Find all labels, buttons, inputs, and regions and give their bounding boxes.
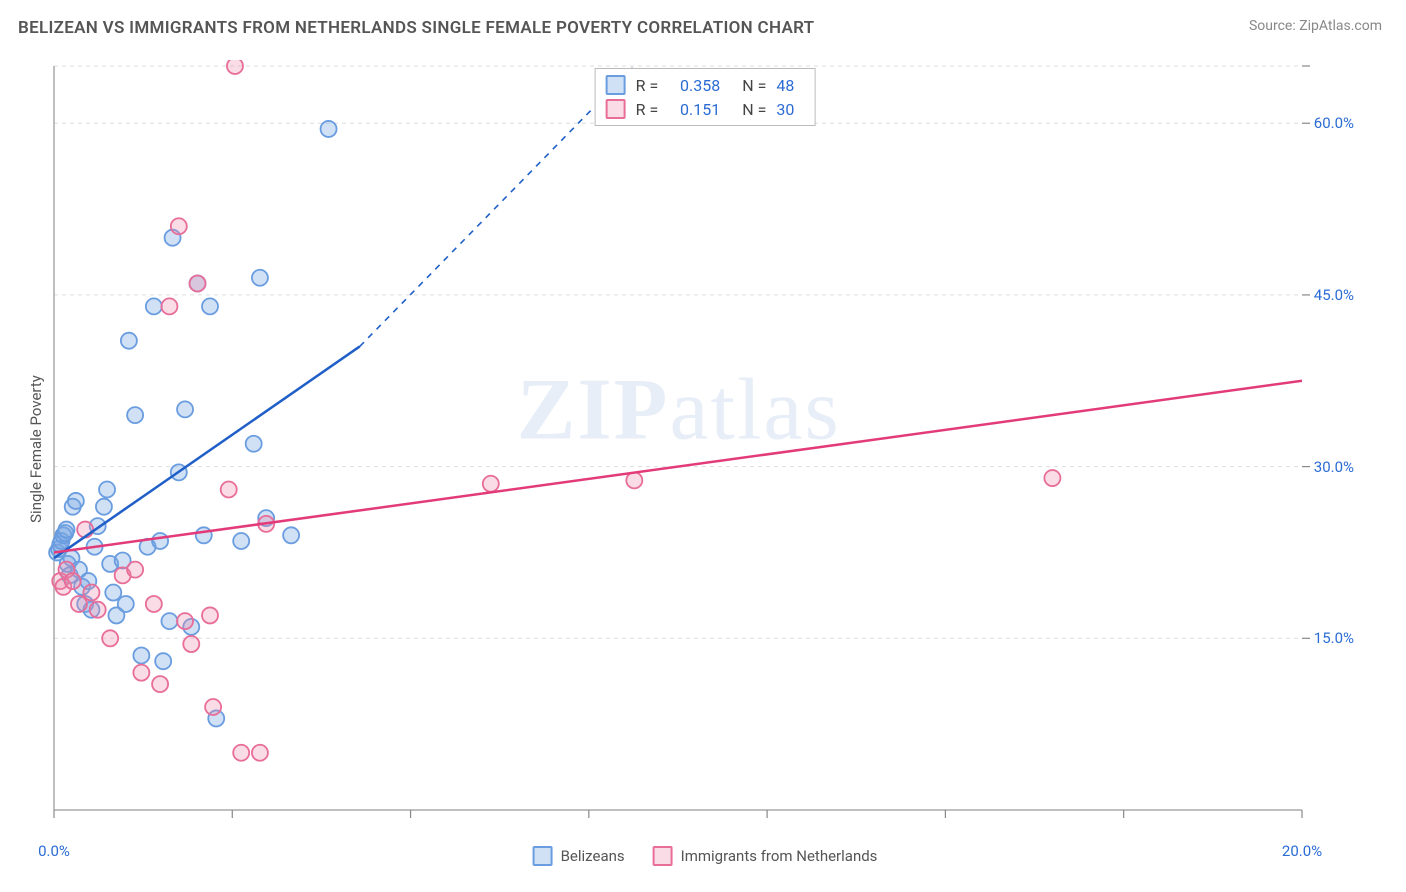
legend-label: Immigrants from Netherlands — [681, 847, 878, 865]
chart-area: Single Female Poverty ZIPatlas R =0.358N… — [48, 60, 1362, 838]
legend-item: Immigrants from Netherlands — [653, 846, 878, 866]
correlation-legend: R = 0.358 N = 48 R = 0.151 N = 30 — [595, 68, 816, 126]
x-tick-label: 20.0% — [1282, 842, 1322, 860]
data-point — [99, 482, 115, 498]
data-point — [102, 630, 118, 646]
source-label: Source: — [1249, 18, 1296, 34]
data-point — [227, 60, 243, 74]
data-point — [161, 298, 177, 314]
data-point — [71, 596, 87, 612]
corr-r-value: 0.358 — [668, 76, 720, 95]
data-point — [233, 745, 249, 761]
corr-r-label: R = — [636, 100, 659, 119]
chart-title: BELIZEAN VS IMMIGRANTS FROM NETHERLANDS … — [18, 18, 814, 38]
data-point — [65, 573, 81, 589]
data-point — [177, 613, 193, 629]
data-point — [161, 613, 177, 629]
data-point — [105, 585, 121, 601]
data-point — [177, 401, 193, 417]
data-point — [233, 533, 249, 549]
data-point — [252, 270, 268, 286]
scatter-plot — [48, 60, 1362, 838]
data-point — [1044, 470, 1060, 486]
y-tick-label: 45.0% — [1314, 286, 1354, 304]
data-point — [221, 482, 237, 498]
trend-line-extension — [360, 66, 635, 346]
x-tick-label: 0.0% — [38, 842, 70, 860]
legend-swatch — [606, 75, 626, 95]
data-point — [171, 218, 187, 234]
corr-n-value: 48 — [776, 76, 804, 95]
y-tick-label: 30.0% — [1314, 458, 1354, 476]
trend-line — [54, 346, 360, 558]
legend-label: Belizeans — [561, 847, 625, 865]
data-point — [127, 562, 143, 578]
data-point — [133, 647, 149, 663]
bottom-legend: Belizeans Immigrants from Netherlands — [533, 846, 878, 866]
data-point — [321, 121, 337, 137]
data-point — [127, 407, 143, 423]
data-point — [246, 436, 262, 452]
corr-r-value: 0.151 — [668, 100, 720, 119]
data-point — [205, 699, 221, 715]
data-point — [190, 275, 206, 291]
data-point — [626, 472, 642, 488]
source-value: ZipAtlas.com — [1299, 18, 1382, 34]
y-tick-label: 60.0% — [1314, 114, 1354, 132]
data-point — [146, 298, 162, 314]
legend-swatch — [533, 846, 553, 866]
corr-n-label: N = — [742, 76, 766, 95]
y-tick-label: 15.0% — [1314, 629, 1354, 647]
legend-swatch — [653, 846, 673, 866]
corr-legend-row: R = 0.358 N = 48 — [606, 73, 805, 97]
data-point — [152, 533, 168, 549]
legend-swatch — [606, 99, 626, 119]
data-point — [202, 298, 218, 314]
data-point — [146, 596, 162, 612]
corr-n-value: 30 — [776, 100, 804, 119]
corr-legend-row: R = 0.151 N = 30 — [606, 97, 805, 121]
source-attribution: Source: ZipAtlas.com — [1249, 18, 1382, 34]
data-point — [118, 596, 134, 612]
corr-n-label: N = — [742, 100, 766, 119]
data-point — [252, 745, 268, 761]
data-point — [483, 476, 499, 492]
legend-item: Belizeans — [533, 846, 625, 866]
data-point — [196, 527, 212, 543]
data-point — [155, 653, 171, 669]
corr-r-label: R = — [636, 76, 659, 95]
data-point — [68, 493, 84, 509]
data-point — [283, 527, 299, 543]
data-point — [152, 676, 168, 692]
data-point — [83, 585, 99, 601]
data-point — [202, 607, 218, 623]
data-point — [58, 522, 74, 538]
data-point — [90, 602, 106, 618]
data-point — [121, 333, 137, 349]
data-point — [96, 499, 112, 515]
data-point — [133, 665, 149, 681]
y-axis-label: Single Female Poverty — [27, 375, 45, 523]
data-point — [183, 636, 199, 652]
